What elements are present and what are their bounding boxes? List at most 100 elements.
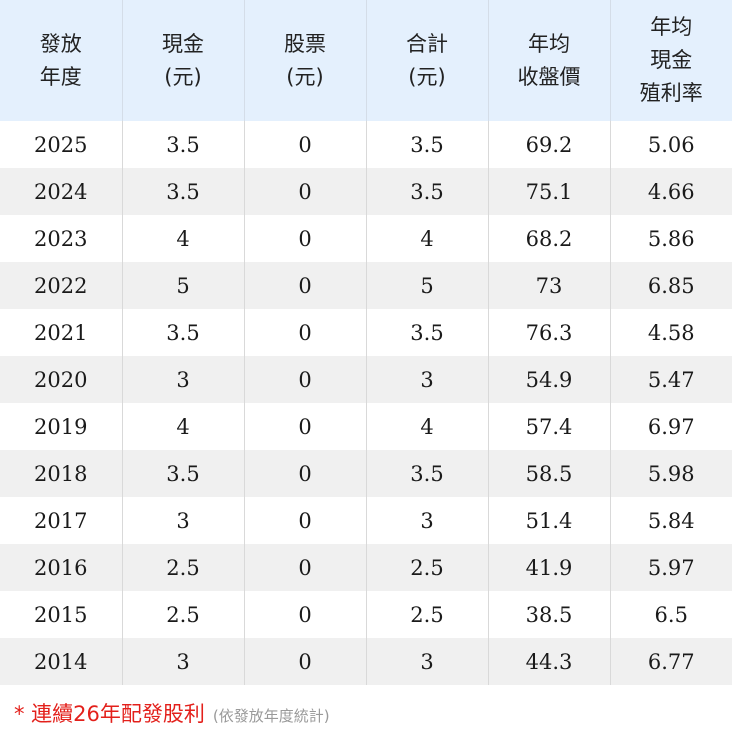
cell-avg-yield: 4.66 <box>609 168 732 215</box>
footnote-main: * 連續26年配發股利 <box>14 702 205 726</box>
cell-year: 2014 <box>0 638 122 685</box>
table-row: 2015 2.5 0 2.5 38.5 6.5 <box>0 591 732 638</box>
cell-cash: 3.5 <box>121 121 244 168</box>
table-row: 2022 5 0 5 73 6.85 <box>0 262 732 309</box>
cell-year: 2015 <box>0 591 122 638</box>
cell-cash: 3 <box>121 356 244 403</box>
cell-avg-price: 75.1 <box>487 168 610 215</box>
header-line: 年均 <box>650 15 693 39</box>
cell-avg-price: 38.5 <box>487 591 610 638</box>
cell-avg-yield: 4.58 <box>609 309 732 356</box>
table-body: 2025 3.5 0 3.5 69.2 5.06 2024 3.5 0 3.5 75.1 4.66 20… <box>0 121 732 685</box>
header-line: 股票 <box>284 31 326 56</box>
footnote: * 連續26年配發股利 (依發放年度統計) <box>14 698 330 728</box>
table-row: 2023 4 0 4 68.2 5.86 <box>0 215 732 262</box>
cell-avg-price: 58.5 <box>487 450 610 497</box>
cell-total: 3 <box>365 356 488 403</box>
cell-stock: 0 <box>243 215 366 262</box>
cell-avg-price: 54.9 <box>487 356 610 403</box>
cell-cash: 3.5 <box>121 168 244 215</box>
header-line: 現金 <box>162 31 204 56</box>
cell-cash: 3 <box>121 497 244 544</box>
cell-avg-yield: 5.47 <box>609 356 732 403</box>
cell-avg-yield: 6.5 <box>609 591 732 638</box>
cell-stock: 0 <box>243 309 366 356</box>
cell-total: 5 <box>365 262 488 309</box>
cell-stock: 0 <box>243 638 366 685</box>
cell-cash: 3.5 <box>121 450 244 497</box>
cell-total: 3 <box>365 497 488 544</box>
table-row: 2017 3 0 3 51.4 5.84 <box>0 497 732 544</box>
cell-total: 2.5 <box>365 544 488 591</box>
cell-cash: 2.5 <box>121 591 244 638</box>
cell-year: 2021 <box>0 309 122 356</box>
header-cash: 現金 (元) <box>121 0 244 121</box>
table-row: 2021 3.5 0 3.5 76.3 4.58 <box>0 309 732 356</box>
header-line: (元) <box>286 64 324 89</box>
cell-stock: 0 <box>243 403 366 450</box>
cell-stock: 0 <box>243 121 366 168</box>
cell-avg-price: 51.4 <box>487 497 610 544</box>
cell-total: 4 <box>365 403 488 450</box>
cell-stock: 0 <box>243 591 366 638</box>
cell-stock: 0 <box>243 168 366 215</box>
cell-total: 3 <box>365 638 488 685</box>
table-row: 2025 3.5 0 3.5 69.2 5.06 <box>0 121 732 168</box>
cell-stock: 0 <box>243 544 366 591</box>
table-row: 2014 3 0 3 44.3 6.77 <box>0 638 732 685</box>
cell-avg-yield: 6.97 <box>609 403 732 450</box>
dividend-table: 發放 年度 現金 (元) 股票 (元) 合計 (元) 年均 收盤價 年均 現金 <box>0 0 732 685</box>
header-line: 收盤價 <box>517 64 581 89</box>
cell-total: 3.5 <box>365 121 488 168</box>
table-row: 2018 3.5 0 3.5 58.5 5.98 <box>0 450 732 497</box>
cell-year: 2023 <box>0 215 122 262</box>
cell-avg-price: 57.4 <box>487 403 610 450</box>
header-avg-price: 年均 收盤價 <box>487 0 610 121</box>
cell-avg-price: 76.3 <box>487 309 610 356</box>
cell-cash: 3 <box>121 638 244 685</box>
cell-total: 3.5 <box>365 450 488 497</box>
cell-total: 2.5 <box>365 591 488 638</box>
cell-stock: 0 <box>243 262 366 309</box>
cell-total: 4 <box>365 215 488 262</box>
cell-year: 2022 <box>0 262 122 309</box>
table-row: 2016 2.5 0 2.5 41.9 5.97 <box>0 544 732 591</box>
cell-cash: 4 <box>121 403 244 450</box>
header-line: (元) <box>164 64 202 89</box>
footnote-sub: (依發放年度統計) <box>212 707 330 725</box>
cell-avg-yield: 5.86 <box>609 215 732 262</box>
header-line: 年度 <box>39 64 82 89</box>
cell-avg-price: 69.2 <box>487 121 610 168</box>
cell-year: 2018 <box>0 450 122 497</box>
header-total: 合計 (元) <box>365 0 488 121</box>
cell-avg-yield: 6.77 <box>609 638 732 685</box>
header-line: (元) <box>408 64 446 89</box>
header-year: 發放 年度 <box>0 0 122 121</box>
header-avg-yield: 年均 現金 殖利率 <box>609 0 732 121</box>
cell-cash: 3.5 <box>121 309 244 356</box>
cell-total: 3.5 <box>365 168 488 215</box>
cell-avg-price: 68.2 <box>487 215 610 262</box>
header-stock: 股票 (元) <box>243 0 366 121</box>
cell-avg-price: 73 <box>487 262 610 309</box>
header-line: 年均 <box>528 31 570 56</box>
cell-cash: 5 <box>121 262 244 309</box>
cell-year: 2016 <box>0 544 122 591</box>
header-line: 合計 <box>406 31 448 56</box>
cell-year: 2025 <box>0 121 122 168</box>
table-row: 2019 4 0 4 57.4 6.97 <box>0 403 732 450</box>
cell-year: 2019 <box>0 403 122 450</box>
cell-total: 3.5 <box>365 309 488 356</box>
cell-avg-yield: 5.97 <box>609 544 732 591</box>
cell-avg-yield: 5.06 <box>609 121 732 168</box>
cell-avg-yield: 5.84 <box>609 497 732 544</box>
cell-stock: 0 <box>243 497 366 544</box>
cell-year: 2017 <box>0 497 122 544</box>
cell-cash: 4 <box>121 215 244 262</box>
cell-stock: 0 <box>243 356 366 403</box>
cell-avg-price: 41.9 <box>487 544 610 591</box>
header-line: 發放 <box>39 31 82 56</box>
table-row: 2024 3.5 0 3.5 75.1 4.66 <box>0 168 732 215</box>
cell-year: 2024 <box>0 168 122 215</box>
table-row: 2020 3 0 3 54.9 5.47 <box>0 356 732 403</box>
